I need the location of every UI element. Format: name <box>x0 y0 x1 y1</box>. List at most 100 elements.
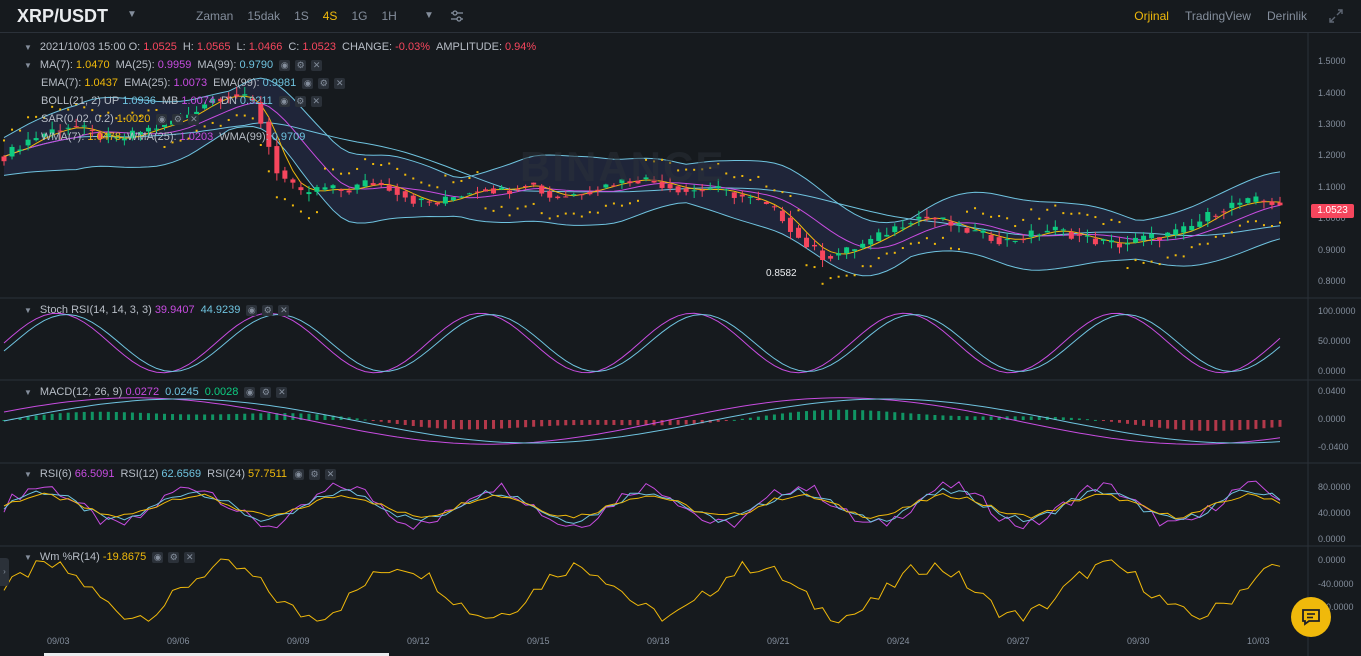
chat-button[interactable] <box>1291 597 1331 637</box>
macd-hist-bar <box>660 420 664 426</box>
date-tick: 09/03 <box>47 636 70 646</box>
indicator-settings-icon[interactable] <box>450 9 464 23</box>
sar-dot <box>925 237 928 240</box>
macd-hist-bar <box>877 411 881 420</box>
candle-body <box>129 130 135 139</box>
collapse-icon[interactable]: ▼ <box>24 42 32 52</box>
candle-body <box>715 186 721 188</box>
close-icon[interactable]: ✕ <box>310 95 322 107</box>
macd-hist-value: 0.0028 <box>204 386 239 398</box>
settings-icon[interactable]: ⚙ <box>295 59 307 71</box>
sar-dot <box>139 115 142 118</box>
more-intervals-icon[interactable]: ▼ <box>424 10 434 21</box>
macd-hist-bar <box>1150 420 1154 427</box>
close-icon[interactable]: ✕ <box>311 59 323 71</box>
interval-tab-1g[interactable]: 1G <box>351 9 368 23</box>
date-tick: 09/30 <box>1127 636 1150 646</box>
candle-body <box>322 187 328 190</box>
close-icon[interactable]: ✕ <box>325 468 336 480</box>
close-icon[interactable]: ✕ <box>334 77 346 89</box>
macd-hist-bar <box>564 420 568 426</box>
price-tick: 1.0000 <box>1318 213 1346 224</box>
candle-body <box>137 132 143 135</box>
collapse-icon[interactable]: ▼ <box>24 387 32 397</box>
macd-hist-bar <box>764 415 768 420</box>
visibility-icon[interactable]: ◉ <box>302 77 314 89</box>
collapse-icon[interactable]: ▼ <box>24 305 32 315</box>
macd-hist-bar <box>500 420 504 429</box>
collapse-icon[interactable]: ▼ <box>24 552 32 562</box>
view-tab-tradingview[interactable]: TradingView <box>1184 9 1251 23</box>
fullscreen-icon[interactable] <box>1328 8 1344 24</box>
view-tab-orjinal[interactable]: Orjinal <box>1134 9 1169 23</box>
sar-dot <box>893 251 896 254</box>
candle-body <box>49 129 55 134</box>
visibility-icon[interactable]: ◉ <box>246 304 258 316</box>
settings-icon[interactable]: ⚙ <box>260 386 272 398</box>
sar-dot <box>147 109 150 112</box>
close-icon[interactable]: ✕ <box>184 551 196 563</box>
macd-hist-bar <box>612 420 616 425</box>
sar-dot <box>516 207 519 210</box>
interval-tab-15dak[interactable]: 15dak <box>247 9 281 23</box>
date-tick: 09/24 <box>887 636 910 646</box>
collapse-icon[interactable]: ▼ <box>24 469 32 479</box>
view-tab-derinlik[interactable]: Derinlik <box>1266 9 1307 23</box>
sar-dot <box>677 169 680 172</box>
macd-hist-bar <box>283 413 287 420</box>
close-icon[interactable]: ✕ <box>276 386 288 398</box>
sar-dot <box>404 173 407 176</box>
candle-body <box>250 98 256 101</box>
wma7-label: WMA(7): <box>41 131 85 143</box>
scrollbar[interactable] <box>44 653 389 656</box>
sar-dot <box>275 196 278 199</box>
wr-legend: ▼ Wm %R(14) -19.8675 ◉ ⚙ ✕ <box>24 551 200 563</box>
candle-body <box>1133 237 1139 243</box>
macd-hist-bar <box>949 415 953 420</box>
visibility-icon[interactable]: ◉ <box>156 113 168 125</box>
sar-dot <box>709 166 712 169</box>
sar-dot <box>436 186 439 189</box>
visibility-icon[interactable]: ◉ <box>244 386 256 398</box>
settings-icon[interactable]: ⚙ <box>168 551 180 563</box>
visibility-icon[interactable]: ◉ <box>293 468 304 480</box>
close-icon[interactable]: ✕ <box>188 113 200 125</box>
chart-canvas[interactable] <box>0 33 1361 656</box>
visibility-icon[interactable]: ◉ <box>278 95 290 107</box>
collapse-icon[interactable]: ▼ <box>24 60 32 70</box>
interval-tab-1s[interactable]: 1S <box>294 9 309 23</box>
settings-icon[interactable]: ⚙ <box>309 468 320 480</box>
settings-icon[interactable]: ⚙ <box>172 113 184 125</box>
candle-body <box>651 179 657 183</box>
sar-dot <box>115 117 118 120</box>
settings-icon[interactable]: ⚙ <box>294 95 306 107</box>
macd-hist-bar <box>299 413 303 420</box>
view-tabs: Orjinal TradingView Derinlik <box>1134 9 1307 23</box>
sar-dot <box>1214 235 1217 238</box>
interval-tab-zaman[interactable]: Zaman <box>196 9 234 23</box>
candle-body <box>1125 243 1131 245</box>
candle-body <box>531 182 537 185</box>
stoch-legend: ▼ Stoch RSI(14, 14, 3, 3) 39.9407 44.923… <box>24 304 294 316</box>
macd-hist-bar <box>1109 420 1113 422</box>
visibility-icon[interactable]: ◉ <box>279 59 291 71</box>
candle-body <box>675 186 681 193</box>
pair-title[interactable]: XRP/USDT <box>17 6 109 26</box>
sar-dot <box>861 265 864 268</box>
sar-dot <box>917 241 920 244</box>
interval-tab-4s[interactable]: 4S <box>322 9 338 23</box>
sar-dot <box>107 111 110 114</box>
ema99-value: 0.9981 <box>262 77 297 89</box>
interval-tab-1h[interactable]: 1H <box>381 9 397 23</box>
close-icon[interactable]: ✕ <box>278 304 290 316</box>
expand-sidebar-icon[interactable]: › <box>0 558 9 586</box>
candle-body <box>298 187 304 191</box>
settings-icon[interactable]: ⚙ <box>262 304 274 316</box>
sar-dot <box>733 176 736 179</box>
visibility-icon[interactable]: ◉ <box>152 551 164 563</box>
sar-dot <box>789 195 792 198</box>
sar-legend: SAR(0.02, 0.2) 1.0020 ◉ ⚙ ✕ <box>41 113 204 125</box>
candle-body <box>611 185 617 187</box>
pair-dropdown-icon[interactable]: ▼ <box>127 9 137 20</box>
settings-icon[interactable]: ⚙ <box>318 77 330 89</box>
